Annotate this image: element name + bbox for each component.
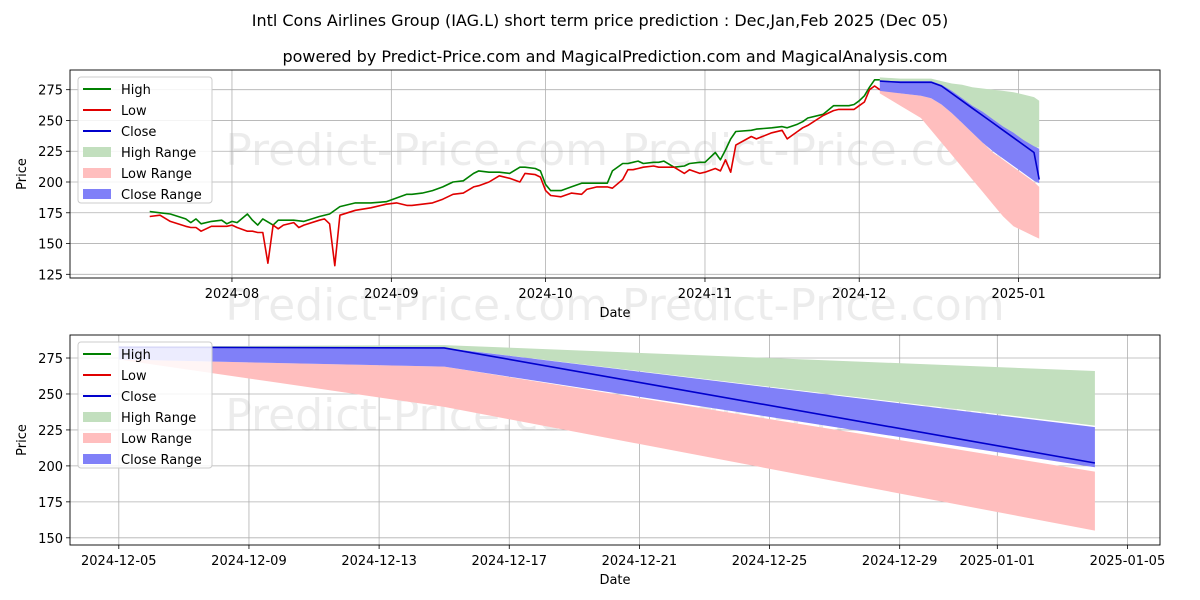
- top-ytick-label: 125: [38, 268, 63, 283]
- bottom-ytick-label: 150: [38, 532, 63, 547]
- bottom-xtick-label: 2024-12-13: [341, 554, 417, 569]
- top-legend-label-low: Low: [121, 104, 147, 119]
- chart-subtitle: powered by Predict-Price.com and Magical…: [282, 47, 947, 66]
- top-ytick-label: 225: [38, 145, 63, 160]
- bottom-high-range-band: [118, 345, 1095, 426]
- bottom-close-line: [118, 346, 1096, 464]
- top-legend-label-close-range: Close Range: [121, 188, 202, 203]
- bottom-ytick-label: 200: [38, 460, 63, 475]
- top-high-line: [149, 79, 880, 226]
- top-ytick-label: 275: [38, 84, 63, 99]
- top-ytick-label: 150: [38, 238, 63, 253]
- bottom-xtick-label: 2024-12-29: [862, 554, 938, 569]
- bottom-panel: Predict-Price.com Predict-Price.com15017…: [15, 334, 1166, 588]
- bottom-legend: [77, 341, 213, 469]
- top-xtick-label: 2024-12: [832, 287, 886, 302]
- bottom-yaxis-label: Price: [15, 424, 30, 456]
- bottom-close-range-band: [118, 346, 1095, 468]
- bottom-axes-frame: [69, 334, 1161, 546]
- top-legend-label-high: High: [121, 83, 151, 98]
- top-ytick-label: 200: [38, 176, 63, 191]
- bottom-xtick-label: 2025-01-01: [960, 554, 1036, 569]
- bottom-legend-swatch-close-range: [83, 454, 111, 464]
- bottom-xtick-label: 2024-12-09: [211, 554, 287, 569]
- bottom-legend-label-low: Low: [121, 369, 147, 384]
- top-close-range-band: [879, 81, 1040, 184]
- top-xtick-label: 2024-09: [364, 287, 418, 302]
- bottom-ytick-label: 250: [38, 388, 63, 403]
- bottom-xtick-label: 2024-12-17: [471, 554, 547, 569]
- top-low-range-band: [879, 89, 1040, 239]
- top-xtick-label: 2024-08: [205, 287, 259, 302]
- top-high-range-band: [879, 77, 1040, 148]
- top-panel: Predict-Price.com Predict-Price.com Predi…: [15, 69, 1161, 331]
- bottom-legend-label-low-range: Low Range: [121, 432, 192, 447]
- top-legend-label-low-range: Low Range: [121, 167, 192, 182]
- top-legend-swatch-low-range: [83, 168, 111, 178]
- bottom-ytick-label: 225: [38, 424, 63, 439]
- top-legend: [77, 76, 213, 204]
- bottom-legend-label-high-range: High Range: [121, 411, 196, 426]
- chart-title: Intl Cons Airlines Group (IAG.L) short t…: [252, 11, 949, 30]
- top-legend-swatch-close-range: [83, 189, 111, 199]
- top-axes-frame: [69, 69, 1161, 279]
- bottom-legend-swatch-high-range: [83, 412, 111, 422]
- bottom-legend-label-close: Close: [121, 390, 156, 405]
- top-legend-label-high-range: High Range: [121, 146, 196, 161]
- bottom-xtick-label: 2025-01-05: [1090, 554, 1166, 569]
- top-ytick-label: 175: [38, 207, 63, 222]
- bottom-xtick-label: 2024-12-21: [602, 554, 678, 569]
- top-ytick-label: 250: [38, 114, 63, 129]
- top-xtick-label: 2025-01: [991, 287, 1045, 302]
- top-legend-swatch-high-range: [83, 147, 111, 157]
- bottom-xaxis-label: Date: [599, 573, 630, 588]
- top-xtick-label: 2024-11: [678, 287, 732, 302]
- bottom-legend-label-close-range: Close Range: [121, 453, 202, 468]
- bottom-legend-swatch-low-range: [83, 433, 111, 443]
- bottom-low-range-band: [118, 359, 1095, 531]
- top-watermark: Predict-Price.com Predict-Price.com: [225, 125, 1004, 176]
- top-low-line: [149, 85, 881, 267]
- top-close-line: [879, 80, 1040, 180]
- top-xtick-label: 2024-10: [518, 287, 572, 302]
- bottom-ytick-label: 275: [38, 352, 63, 367]
- top-legend-label-close: Close: [121, 125, 156, 140]
- bottom-plot-area: [118, 345, 1096, 531]
- top-watermark: Predict-Price.com Predict-Price.com: [225, 280, 1004, 331]
- bottom-ytick-label: 175: [38, 496, 63, 511]
- top-xaxis-label: Date: [599, 306, 630, 321]
- top-plot-area: [149, 77, 1040, 267]
- bottom-xtick-label: 2024-12-25: [732, 554, 808, 569]
- top-yaxis-label: Price: [15, 158, 30, 190]
- bottom-xtick-label: 2024-12-05: [81, 554, 157, 569]
- bottom-legend-label-high: High: [121, 348, 151, 363]
